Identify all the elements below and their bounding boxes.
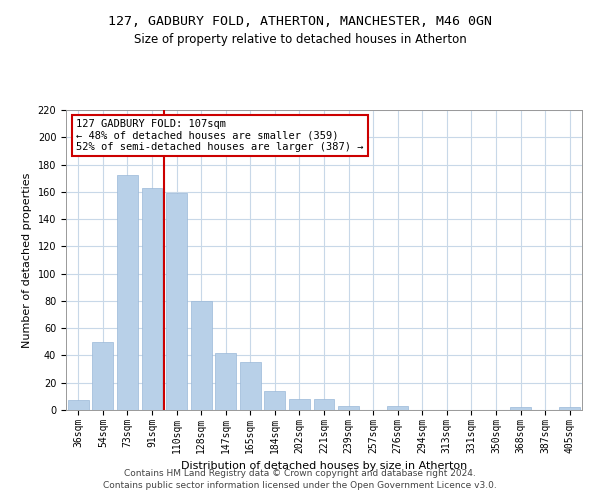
Bar: [387, 406, 408, 410]
Bar: [510, 408, 531, 410]
Y-axis label: Number of detached properties: Number of detached properties: [22, 172, 32, 348]
Bar: [559, 408, 580, 410]
Bar: [166, 193, 187, 410]
X-axis label: Distribution of detached houses by size in Atherton: Distribution of detached houses by size …: [181, 461, 467, 471]
Bar: [215, 352, 236, 410]
Bar: [338, 406, 359, 410]
Bar: [289, 399, 310, 410]
Bar: [68, 400, 89, 410]
Bar: [191, 301, 212, 410]
Bar: [240, 362, 261, 410]
Bar: [117, 176, 138, 410]
Text: Contains HM Land Registry data © Crown copyright and database right 2024.: Contains HM Land Registry data © Crown c…: [124, 468, 476, 477]
Text: 127 GADBURY FOLD: 107sqm
← 48% of detached houses are smaller (359)
52% of semi-: 127 GADBURY FOLD: 107sqm ← 48% of detach…: [76, 119, 364, 152]
Text: Size of property relative to detached houses in Atherton: Size of property relative to detached ho…: [134, 32, 466, 46]
Bar: [314, 399, 334, 410]
Text: Contains public sector information licensed under the Open Government Licence v3: Contains public sector information licen…: [103, 481, 497, 490]
Bar: [265, 391, 286, 410]
Bar: [142, 188, 163, 410]
Text: 127, GADBURY FOLD, ATHERTON, MANCHESTER, M46 0GN: 127, GADBURY FOLD, ATHERTON, MANCHESTER,…: [108, 15, 492, 28]
Bar: [92, 342, 113, 410]
